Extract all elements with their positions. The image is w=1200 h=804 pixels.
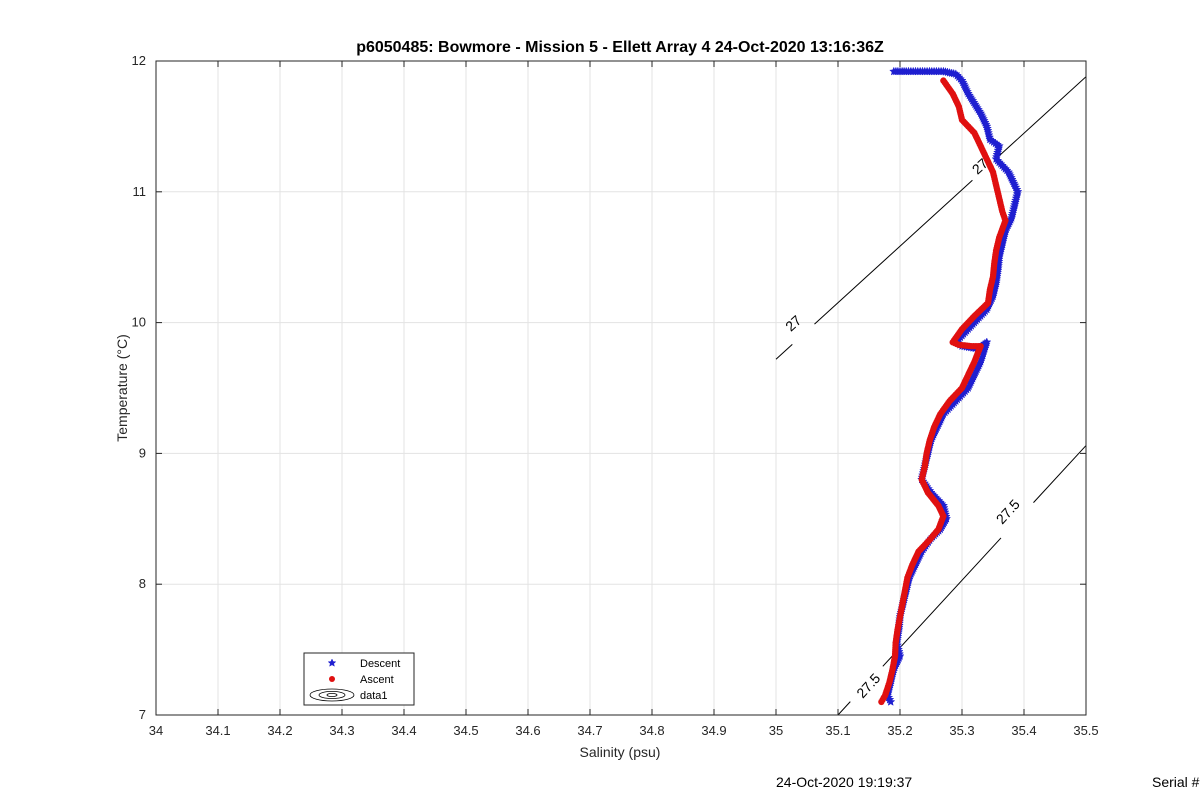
x-tick-label: 34.4 — [391, 723, 416, 738]
y-axis-label: Temperature (°C) — [114, 334, 130, 442]
legend-box — [303, 652, 415, 706]
x-axis-label: Salinity (psu) — [580, 744, 661, 760]
footer-serial: Serial # — [1152, 774, 1200, 790]
data-points — [878, 66, 1023, 706]
contour-line — [994, 76, 1086, 161]
contour-label: 27.5 — [853, 670, 883, 701]
x-tick-label: 34.5 — [453, 723, 478, 738]
x-tick-label: 35.2 — [887, 723, 912, 738]
chart-title: p6050485: Bowmore - Mission 5 - Ellett A… — [356, 39, 884, 56]
contour-label: 27.5 — [993, 496, 1023, 527]
x-tick-label: 35.5 — [1073, 723, 1098, 738]
x-tick-label: 34.8 — [639, 723, 664, 738]
y-tick-label: 9 — [139, 445, 146, 460]
legend-ascent-label: Ascent — [360, 674, 394, 686]
legend-contour-icon-mid — [318, 691, 346, 700]
x-tick-label: 34.9 — [701, 723, 726, 738]
x-tick-label: 35.3 — [949, 723, 974, 738]
x-tick-label: 34 — [149, 723, 163, 738]
footer-timestamp: 24-Oct-2020 19:19:37 — [776, 774, 913, 790]
y-tick-label: 11 — [133, 184, 147, 199]
legend-data1-label: data1 — [360, 690, 388, 702]
legend-descent-marker — [327, 658, 337, 667]
contour-line — [837, 701, 851, 715]
grid — [155, 60, 1087, 716]
x-tick-label: 35 — [769, 723, 783, 738]
legend-contour-icon-outer — [309, 688, 355, 702]
contour-label: 27 — [782, 312, 804, 334]
contour-line — [814, 179, 973, 325]
descent-point — [886, 697, 896, 706]
legend: Descent Ascent data1 — [303, 652, 415, 706]
x-tick-label: 34.6 — [515, 723, 540, 738]
ascent-point — [878, 698, 885, 706]
contour-line — [1033, 445, 1086, 503]
x-tick-label: 34.1 — [205, 723, 230, 738]
x-tick-label: 35.4 — [1011, 723, 1036, 738]
y-tick-label: 7 — [139, 707, 146, 722]
y-tick-label: 12 — [132, 53, 146, 68]
y-tick-label: 8 — [139, 576, 146, 591]
contour-line — [882, 537, 1002, 667]
x-tick-label: 34.7 — [577, 723, 602, 738]
axes: 34 34.1 34.2 34.3 34.4 34.5 34.6 34.7 34.8 34.9 35… — [132, 53, 1099, 738]
x-tick-label: 34.3 — [329, 723, 354, 738]
plot-frame — [155, 60, 1087, 716]
legend-contour-icon-inner — [326, 693, 338, 698]
x-tick-label: 34.2 — [267, 723, 292, 738]
y-tick-label: 10 — [132, 315, 146, 330]
legend-descent-label: Descent — [360, 658, 400, 670]
contour-line — [775, 343, 793, 360]
x-tick-label: 35.1 — [825, 723, 850, 738]
legend-ascent-marker — [329, 676, 335, 682]
